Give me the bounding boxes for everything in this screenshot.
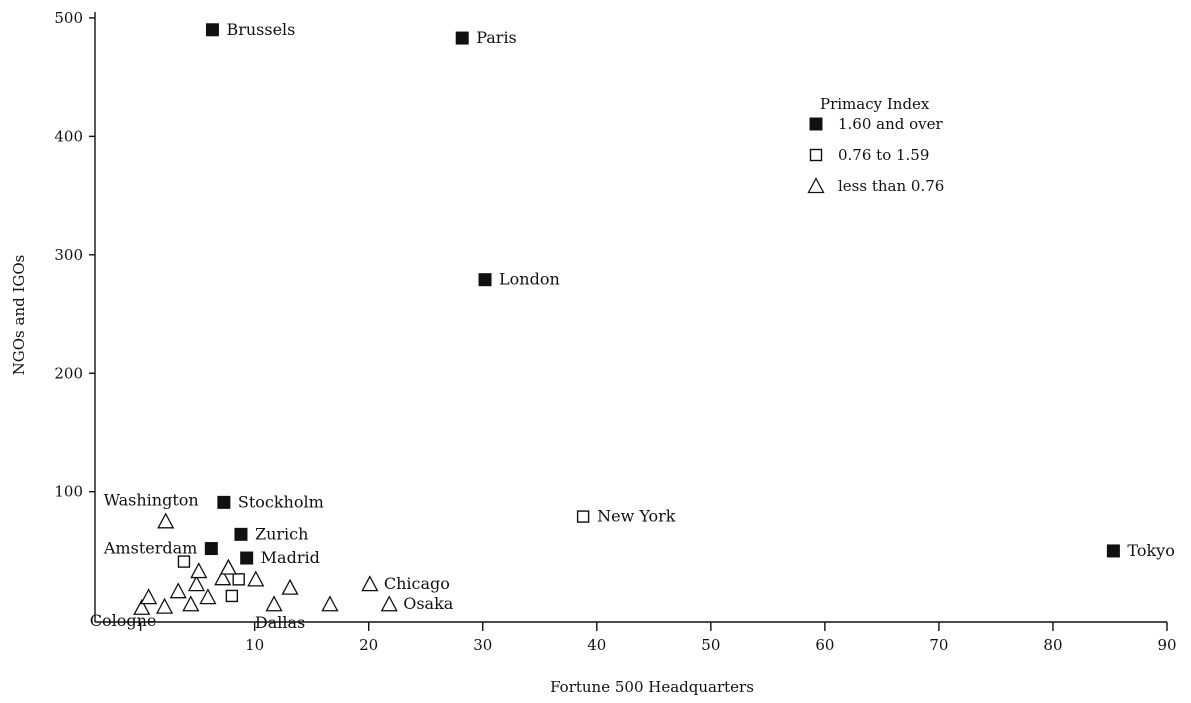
x-tick-label: 10 [245,636,264,654]
brussels-filled-square-marker [205,23,219,37]
open-triangle-marker [321,595,339,612]
open-triangle-marker [199,588,217,605]
point-label: London [499,270,560,289]
y-tick-label: 300 [54,246,83,264]
y-tick-label: 100 [54,483,83,501]
stockholm-filled-square-marker [217,495,231,509]
open-triangle-marker [140,588,158,605]
open-triangle-marker [247,570,265,587]
chicago-open-triangle-marker [361,575,379,592]
legend-entry-label: 0.76 to 1.59 [838,146,929,164]
x-axis-title: Fortune 500 Headquarters [550,678,754,696]
point-label: Washington [104,490,199,509]
open-square-marker [225,589,239,603]
point-label: Osaka [403,594,454,613]
legend: Primacy Index 1.60 and over 0.76 to 1.59 le… [807,95,944,195]
point-label: Zurich [255,524,308,543]
point-label: Tokyo [1127,541,1174,560]
zurich-filled-square-marker [234,527,248,541]
point-label: Paris [476,28,517,47]
point-label: Cologne [90,611,157,630]
point-labels: Brussels Paris London Stockholm Zurich Amster… [90,20,1175,632]
x-tick-label: 50 [701,636,720,654]
x-tick-label: 40 [587,636,606,654]
dallas-open-triangle-marker [265,595,283,612]
new-york-open-square-marker [576,510,590,523]
legend-open-triangle-marker [807,177,825,194]
legend-open-square-marker [809,148,823,162]
y-axis-title: NGOs and IGOs [10,255,28,376]
open-triangle-marker [214,569,232,586]
london-filled-square-marker [478,273,492,287]
open-triangle-marker [219,558,238,575]
point-label: Stockholm [238,492,324,511]
y-tick-label: 200 [54,364,83,382]
osaka-open-triangle-marker [380,595,398,612]
legend-title: Primacy Index [820,95,930,113]
open-triangle-marker [169,582,187,599]
x-tick-label: 60 [815,636,834,654]
legend-filled-square-marker [809,117,823,131]
tokyo-filled-square-marker [1106,544,1120,558]
cologne-open-triangle-marker [133,598,151,615]
paris-filled-square-marker [455,31,469,45]
y-tick-label: 500 [54,9,83,27]
washington-open-triangle-marker [157,512,175,529]
point-label: Dallas [255,613,305,632]
x-tick-label: 20 [359,636,378,654]
point-label: Madrid [261,548,320,567]
point-label: Amsterdam [103,539,197,558]
point-label: Chicago [384,574,450,593]
open-triangle-marker [182,595,200,612]
x-tick-label: 70 [929,636,948,654]
data-points [133,23,1120,615]
x-tick-label: 90 [1157,636,1176,654]
open-triangle-marker [281,578,299,595]
open-triangle-marker [190,562,208,579]
amsterdam-filled-square-marker [204,542,218,556]
point-label: New York [597,507,676,526]
legend-entry-label: 1.60 and over [838,115,944,133]
axes: 100 200 300 400 500 10 20 30 40 50 60 70 80 90 [54,9,1176,654]
legend-entry-label: less than 0.76 [838,177,944,195]
x-tick-label: 80 [1043,636,1062,654]
y-tick-label: 400 [54,127,83,145]
madrid-filled-square-marker [240,551,254,565]
open-square-marker [177,555,191,568]
x-tick-label: 30 [473,636,492,654]
point-label: Brussels [226,20,295,39]
open-triangle-marker [155,597,174,614]
open-square-marker [232,573,245,586]
open-triangle-marker [187,575,206,592]
